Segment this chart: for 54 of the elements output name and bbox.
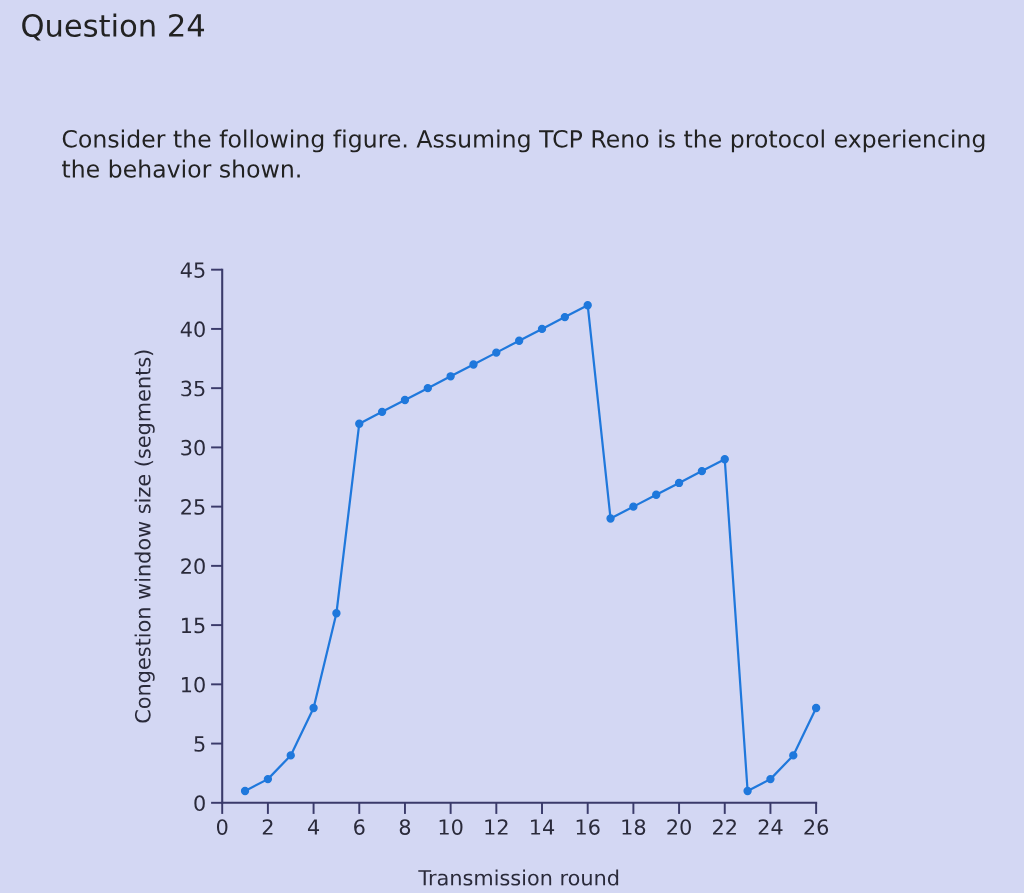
y-tick-label: 20: [181, 558, 205, 575]
point: [674, 478, 684, 488]
x-tick-label: 4: [307, 819, 320, 835]
point: [263, 774, 273, 784]
y-tick-label: 30: [181, 439, 205, 456]
y-tick-label: 40: [180, 321, 205, 338]
y-tick-label: 35: [181, 380, 205, 397]
x-tick-label: 6: [354, 819, 365, 835]
point: [743, 786, 752, 796]
y-tick-label: 10: [182, 676, 205, 693]
y-axis-title: Congestion window size (segments): [134, 350, 155, 723]
x-tick-label: 24: [758, 819, 783, 835]
point: [332, 609, 341, 618]
point: [446, 372, 455, 381]
point: [789, 751, 798, 760]
y-tick-label: 25: [181, 499, 205, 515]
x-tick-label: 14: [531, 819, 555, 835]
point: [629, 502, 638, 511]
x-tick-label: 16: [576, 819, 600, 835]
x-tick-label: 22: [713, 819, 736, 835]
point: [240, 786, 250, 796]
point: [560, 312, 570, 322]
y-tick-label: 5: [194, 736, 205, 752]
x-tick-label: 20: [667, 819, 691, 835]
point: [811, 703, 821, 713]
point: [377, 407, 387, 417]
x-tick-label: 2: [262, 819, 273, 835]
point: [720, 455, 729, 464]
y-tick-label: 45: [180, 262, 205, 278]
point: [537, 324, 547, 334]
x-tick-label: 12: [485, 819, 508, 835]
point: [286, 751, 295, 760]
x-tick-label: 26: [804, 819, 829, 835]
point: [400, 395, 410, 405]
point: [355, 419, 364, 428]
point: [423, 383, 432, 393]
point: [492, 348, 501, 357]
point: [652, 490, 661, 499]
y-tick-label: 0: [194, 795, 205, 812]
x-tick-label: 10: [439, 819, 463, 835]
point: [766, 774, 775, 784]
point: [606, 514, 615, 523]
point: [515, 336, 524, 345]
x-tick-label: 8: [399, 819, 411, 835]
point: [309, 703, 318, 713]
point: [469, 360, 478, 369]
point: [583, 301, 592, 310]
x-tick-label: 18: [622, 819, 646, 835]
x-tick-label: 0: [216, 819, 228, 835]
point: [697, 466, 707, 476]
chart-title: Question 24: [22, 13, 205, 41]
x-axis-title: Transmission round: [418, 869, 619, 886]
y-tick-label: 15: [182, 617, 205, 634]
chart-subtitle: Consider the following figure. Assuming TCP Reno is the protocol experiencing the behavior shown.: [62, 129, 985, 178]
